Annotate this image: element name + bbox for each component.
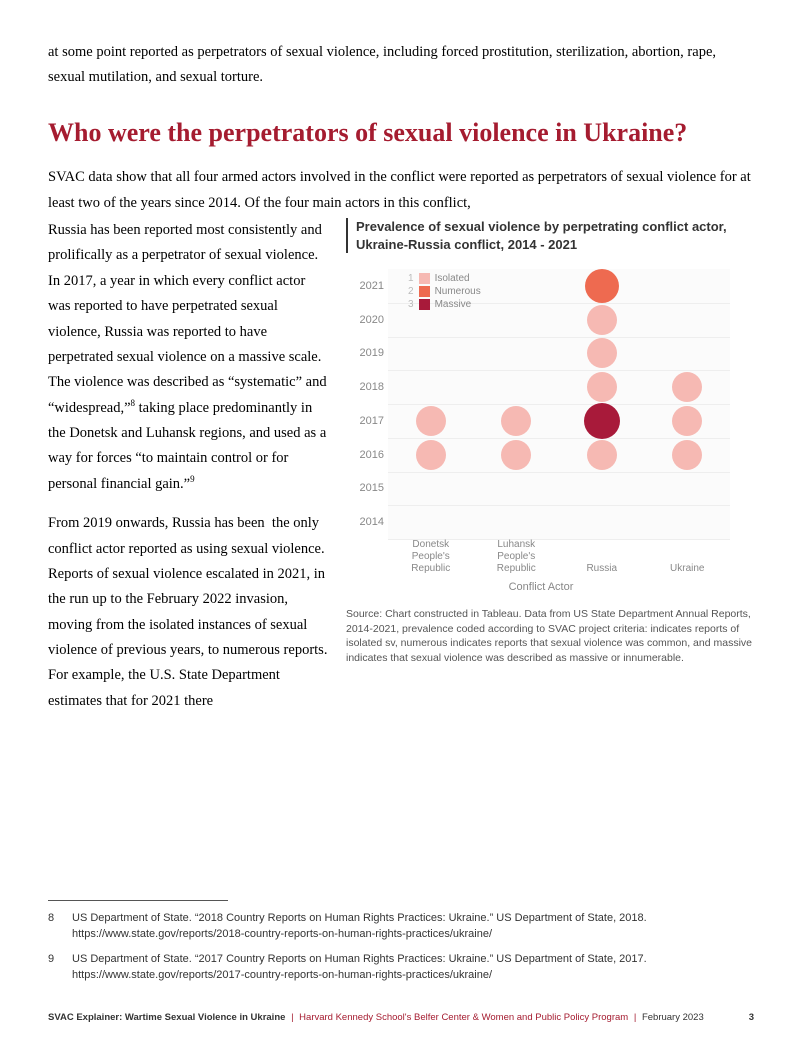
data-point xyxy=(672,440,702,470)
y-tick-label: 2019 xyxy=(346,347,384,359)
chart-title: Prevalence of sexual violence by perpetr… xyxy=(346,218,754,253)
section-heading: Who were the perpetrators of sexual viol… xyxy=(48,117,754,150)
chart-column: Prevalence of sexual violence by perpetr… xyxy=(346,218,754,728)
y-tick-label: 2016 xyxy=(346,449,384,461)
x-axis-title: Conflict Actor xyxy=(509,581,574,593)
footnote-number: 9 xyxy=(48,952,60,983)
gridline xyxy=(388,337,730,338)
footnote-number: 8 xyxy=(48,911,60,942)
data-point xyxy=(416,440,446,470)
x-tick-label: Ukraine xyxy=(647,563,727,575)
data-point xyxy=(584,403,620,439)
gridline xyxy=(388,404,730,405)
dot-chart: Conflict Actor 2021 2020 2019 2018 2017 2016 2… xyxy=(346,263,736,593)
y-tick-label: 2015 xyxy=(346,482,384,494)
paragraph-2: From 2019 onwards, Russia has been the o… xyxy=(48,511,328,714)
data-point xyxy=(672,372,702,402)
footer-sep-2: | xyxy=(634,1012,636,1023)
chart-legend: 1Isolated 2Numerous 3Massive xyxy=(408,273,481,312)
data-point xyxy=(587,440,617,470)
para1-a: Russia has been reported most consistent… xyxy=(48,222,327,416)
data-point xyxy=(587,338,617,368)
y-tick-label: 2017 xyxy=(346,415,384,427)
data-point xyxy=(501,440,531,470)
legend-item: 2Numerous xyxy=(408,286,481,297)
lead-paragraph: SVAC data show that all four armed actor… xyxy=(48,165,754,216)
x-tick-label: LuhanskPeople'sRepublic xyxy=(476,539,556,575)
two-column-body: Russia has been reported most consistent… xyxy=(48,218,754,728)
text-column: Russia has been reported most consistent… xyxy=(48,218,328,728)
footer-date: February 2023 xyxy=(642,1012,704,1023)
footnotes-block: 8US Department of State. “2018 Country R… xyxy=(48,900,228,993)
footer-org: Harvard Kennedy School's Belfer Center &… xyxy=(299,1012,628,1023)
gridline xyxy=(388,505,730,506)
gridline xyxy=(388,438,730,439)
paragraph-1: Russia has been reported most consistent… xyxy=(48,218,328,497)
y-tick-label: 2014 xyxy=(346,516,384,528)
gridline xyxy=(388,472,730,473)
y-tick-label: 2018 xyxy=(346,381,384,393)
page-number: 3 xyxy=(749,1012,754,1023)
data-point xyxy=(672,406,702,436)
footnote: 8 US Department of State. “2018 Country R… xyxy=(48,911,754,942)
footnote: 9 US Department of State. “2017 Country R… xyxy=(48,952,754,983)
intro-continuation: at some point reported as perpetrators o… xyxy=(48,40,754,91)
y-tick-label: 2021 xyxy=(346,280,384,292)
legend-item: 1Isolated xyxy=(408,273,481,284)
legend-item: 3Massive xyxy=(408,299,481,310)
footer-citation: SVAC Explainer: Wartime Sexual Violence … xyxy=(48,1012,704,1023)
data-point xyxy=(587,305,617,335)
data-point xyxy=(501,406,531,436)
footnote-ref-9: 9 xyxy=(190,474,195,484)
footer-sep-1: | xyxy=(291,1012,293,1023)
y-tick-label: 2020 xyxy=(346,314,384,326)
gridline xyxy=(388,370,730,371)
footnote-text: US Department of State. “2018 Country Re… xyxy=(72,911,754,942)
data-point xyxy=(587,372,617,402)
data-point xyxy=(416,406,446,436)
page-footer: SVAC Explainer: Wartime Sexual Violence … xyxy=(48,1012,754,1023)
x-tick-label: Russia xyxy=(562,563,642,575)
chart-caption: Source: Chart constructed in Tableau. Da… xyxy=(346,607,754,666)
data-point xyxy=(585,269,619,303)
footnote-text: US Department of State. “2017 Country Re… xyxy=(72,952,754,983)
x-tick-label: DonetskPeople'sRepublic xyxy=(391,539,471,575)
footer-title: SVAC Explainer: Wartime Sexual Violence … xyxy=(48,1012,285,1023)
